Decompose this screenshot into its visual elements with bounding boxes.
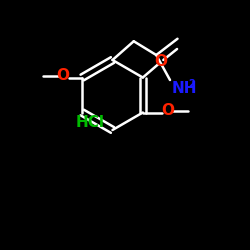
Text: O: O — [154, 54, 167, 70]
Text: O: O — [161, 103, 174, 118]
Text: 2: 2 — [188, 79, 195, 89]
Text: O: O — [56, 68, 70, 83]
Text: HCl: HCl — [76, 115, 104, 130]
Text: NH: NH — [171, 81, 197, 96]
